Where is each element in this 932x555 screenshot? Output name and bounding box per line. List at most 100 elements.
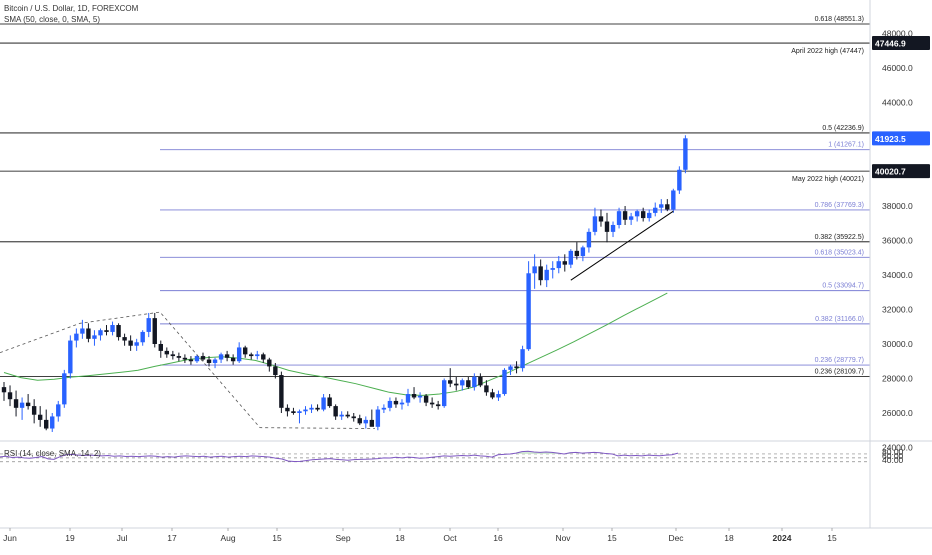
candle-body (514, 366, 519, 369)
candle-body (677, 169, 682, 191)
candle-body (86, 328, 91, 339)
candle-body (122, 337, 127, 341)
candle-body (200, 356, 206, 360)
candle-body (80, 328, 85, 334)
candle-body (128, 340, 133, 346)
level-label: May 2022 high (40021) (792, 176, 864, 183)
candle-body (532, 266, 537, 274)
price-tick-label: 32000.0 (882, 305, 913, 315)
candle-body (146, 318, 151, 332)
candle-body (104, 330, 109, 332)
candle-body (399, 402, 405, 405)
candle-body (562, 261, 567, 265)
candle-body (1, 387, 7, 393)
candle-body (387, 400, 393, 408)
price-badge-label: 40020.7 (875, 167, 906, 177)
candle-body (188, 359, 194, 362)
rsi-legend[interactable]: RSI (14, close, SMA, 14, 2) (4, 449, 101, 458)
price-badge (872, 164, 930, 179)
level-label: April 2022 high (47447) (791, 48, 864, 55)
candle-body (496, 394, 501, 398)
candle-body (634, 211, 640, 217)
time-tick-label: Nov (555, 533, 571, 543)
symbol-legend[interactable]: Bitcoin / U.S. Dollar, 1D, FOREXCOM (4, 4, 139, 13)
candle-body (466, 380, 471, 388)
candle-body (230, 357, 236, 362)
candle-body (164, 350, 170, 355)
time-tick-label: 18 (724, 533, 734, 543)
candle-body (309, 407, 314, 410)
candle-body (218, 354, 224, 360)
candle-body (273, 366, 278, 376)
time-tick-label: 17 (167, 533, 177, 543)
candle-body (25, 402, 31, 407)
candle-body (484, 385, 489, 393)
rsi-tick-label: 40.00 (882, 455, 904, 465)
candle-body (206, 359, 212, 363)
sma-50-path (3, 292, 668, 396)
candle-body (616, 211, 622, 225)
time-tick-label: Sep (335, 533, 350, 543)
candle-body (671, 190, 676, 210)
candle-body (683, 138, 688, 170)
candle-body (243, 347, 248, 355)
candle-body (460, 380, 465, 386)
time-tick-label: 15 (827, 533, 837, 543)
candle-body (182, 357, 188, 360)
candle-body (333, 406, 338, 417)
candle-body (454, 383, 459, 386)
candle-body (580, 247, 586, 257)
candle-body (568, 250, 574, 265)
candle-body (610, 224, 616, 232)
candle-body (520, 349, 525, 369)
level-label: 0.618 (48551.3) (815, 16, 864, 23)
candle-body (116, 325, 121, 338)
candle-body (279, 375, 284, 408)
candle-body (659, 204, 664, 208)
candle-body (538, 266, 543, 281)
sma-50-line (3, 292, 668, 396)
price-tick-label: 24000.0 (882, 443, 913, 453)
candle-body (212, 359, 218, 363)
candle-body (490, 392, 495, 398)
sma-legend[interactable]: SMA (50, close, 0, SMA, 5) (4, 15, 101, 24)
candle-body (369, 419, 375, 427)
time-tick-label: 15 (607, 533, 617, 543)
candle-body (441, 380, 447, 407)
candle-body (261, 354, 266, 360)
candlestick-series (1, 135, 688, 432)
candle-body (604, 221, 610, 232)
candle-body (158, 344, 163, 351)
price-tick-label: 36000.0 (882, 236, 913, 246)
time-tick-label: Aug (220, 533, 235, 543)
price-tick-label: 44000.0 (882, 98, 913, 108)
candle-body (665, 204, 670, 210)
candle-body (267, 359, 272, 367)
rsi-tick-label: 80.00 (882, 447, 904, 457)
candle-body (31, 406, 37, 415)
candle-body (472, 376, 477, 388)
candle-body (405, 394, 411, 403)
candle-body (68, 340, 73, 374)
candle-body (429, 402, 435, 405)
price-tick-label: 26000.0 (882, 408, 913, 418)
time-tick-label: Jun (3, 533, 17, 543)
candle-body (303, 409, 308, 412)
candle-body (315, 407, 320, 410)
time-tick-label: 16 (493, 533, 503, 543)
candle-body (19, 402, 25, 408)
candle-body (435, 404, 441, 407)
rsi-pane (0, 450, 870, 463)
candle-body (255, 354, 260, 357)
price-tick-label: 46000.0 (882, 63, 913, 73)
time-tick-label: 2024 (773, 533, 792, 543)
candle-body (62, 373, 67, 405)
candle-body (598, 216, 604, 222)
candle-body (647, 212, 652, 219)
price-badge (872, 36, 930, 51)
time-tick-label: Oct (443, 533, 457, 543)
candle-body (56, 404, 61, 417)
candle-body (110, 325, 115, 332)
